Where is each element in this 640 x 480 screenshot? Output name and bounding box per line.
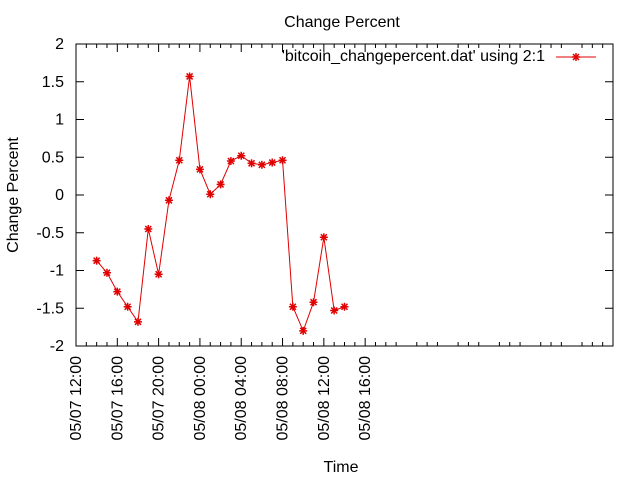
y-tick-label: 1 [55, 112, 64, 129]
x-tick-label: 05/08 16:00 [357, 356, 374, 441]
y-tick-label: 0.5 [42, 149, 64, 166]
y-tick-label: 1.5 [42, 74, 64, 91]
y-tick-label: -0.5 [36, 225, 64, 242]
x-tick-label: 05/08 00:00 [192, 356, 209, 441]
data-point [164, 196, 173, 205]
data-point [309, 298, 318, 307]
x-tick-label: 05/07 12:00 [68, 356, 85, 441]
data-point [257, 160, 266, 169]
legend-point [572, 53, 580, 61]
data-point [216, 180, 225, 189]
data-point [113, 287, 122, 296]
x-axis: 05/07 12:00 05/07 16:00 05/07 20:00 05/08 0… [68, 44, 604, 441]
data-point [330, 306, 339, 315]
series-change-percent [92, 72, 349, 335]
legend-swatch-marker [572, 53, 580, 61]
data-point [288, 302, 297, 311]
data-point [237, 151, 246, 160]
y-tick-label: 2 [55, 36, 64, 53]
data-point [92, 256, 101, 265]
x-tick-label: 05/08 12:00 [316, 356, 333, 441]
data-point [340, 302, 349, 311]
data-point [226, 157, 235, 166]
y-axis-label: Change Percent [5, 137, 22, 253]
series-line [96, 76, 345, 333]
legend-label: 'bitcoin_changepercent.dat' using 2:1 [282, 48, 545, 65]
y-tick-label: 0 [55, 187, 64, 204]
chart-title: Change Percent [284, 14, 400, 31]
data-point [133, 317, 142, 326]
data-point [278, 156, 287, 165]
data-point [206, 190, 215, 199]
x-tick-label: 05/07 20:00 [151, 356, 168, 441]
data-point [299, 326, 308, 335]
y-tick-label: -1.5 [36, 300, 64, 317]
data-point [247, 159, 256, 168]
data-point [268, 158, 277, 167]
x-tick-label: 05/07 16:00 [109, 356, 126, 441]
y-tick-label: -2 [50, 338, 64, 355]
data-point [154, 270, 163, 279]
legend: 'bitcoin_changepercent.dat' using 2:1 [282, 48, 596, 65]
data-point [195, 165, 204, 174]
data-point [144, 224, 153, 233]
data-point [123, 302, 132, 311]
data-point [175, 156, 184, 165]
plot-frame [75, 43, 614, 347]
data-point [319, 233, 328, 242]
y-axis: 2 1.5 1 0.5 0 -0.5 -1 -1.5 -2 [36, 36, 613, 355]
x-tick-label: 05/08 04:00 [233, 356, 250, 441]
x-tick-label: 05/08 08:00 [275, 356, 292, 441]
data-point [102, 268, 111, 277]
y-tick-label: -1 [50, 263, 64, 280]
x-axis-label: Time [324, 459, 359, 476]
data-point [185, 72, 194, 81]
